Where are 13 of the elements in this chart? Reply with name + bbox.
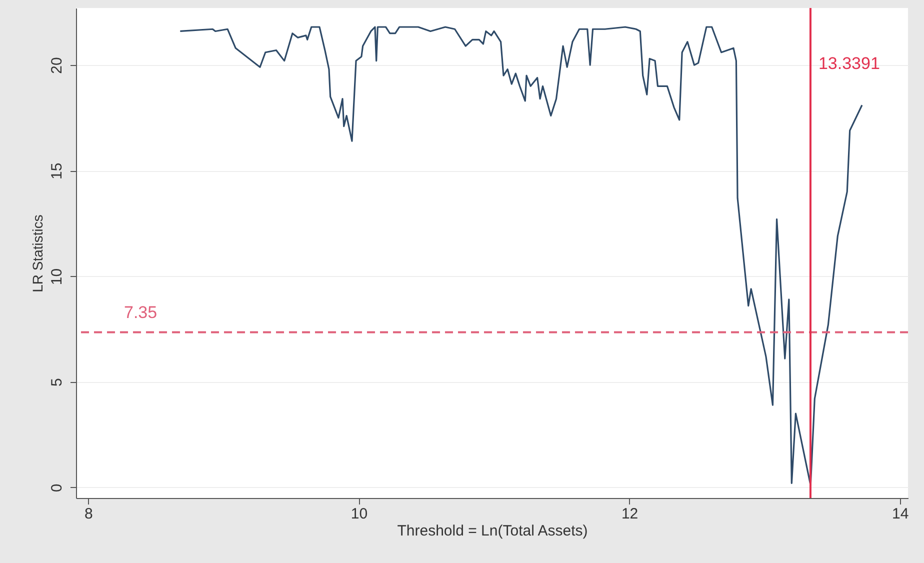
y-tick-label: 5 [48,378,66,387]
x-axis-title: Threshold = Ln(Total Assets) [397,522,588,540]
x-tick-label: 8 [84,506,93,522]
ref-line-label: 13.3391 [818,54,880,73]
ref-line-label: 7.35 [124,303,158,322]
x-tick-label: 10 [350,506,368,522]
y-tick-label: 0 [48,484,66,492]
x-tick-label: 14 [892,506,909,522]
x-tick-label: 12 [621,506,638,522]
y-tick-label: 10 [48,268,66,286]
y-axis-title: LR Statistics [30,214,46,292]
y-tick-label: 20 [48,57,66,74]
y-tick-label: 15 [48,162,66,180]
